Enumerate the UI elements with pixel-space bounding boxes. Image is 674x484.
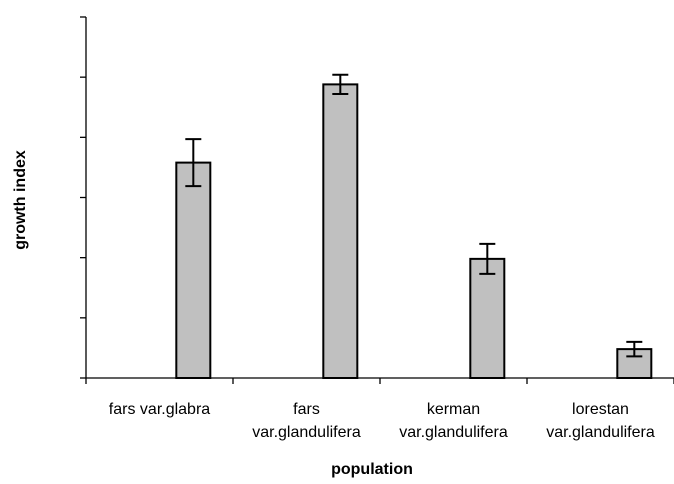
bar <box>175 161 212 379</box>
x-tick-label: lorestan var.glandulifera <box>546 401 655 441</box>
x-tick-label-line: fars <box>293 401 320 418</box>
x-axis-title: population <box>331 461 413 478</box>
y-axis-title: growth index <box>12 150 29 250</box>
error-bars <box>185 73 643 358</box>
bar <box>322 83 359 380</box>
x-tick-label-line: var.glandulifera <box>546 424 655 441</box>
axes <box>80 16 674 384</box>
x-tick-label: fars var.glabra <box>109 401 210 418</box>
error-bar <box>626 340 643 358</box>
x-tick-label: fars var.glandulifera <box>252 401 361 441</box>
x-tick-label: kerman var.glandulifera <box>399 401 508 441</box>
error-bar <box>332 73 349 96</box>
x-tick-label-line: fars var.glabra <box>109 401 210 418</box>
x-tick-label-line: var.glandulifera <box>399 424 508 441</box>
bar <box>469 257 506 379</box>
error-bar <box>479 242 496 275</box>
bars <box>175 83 653 380</box>
x-tick-label-line: lorestan <box>572 401 629 418</box>
error-bar <box>185 138 202 188</box>
x-tick-label-line: kerman <box>427 401 480 418</box>
x-tick-labels: fars var.glabra fars var.glanduliferakerma… <box>109 401 655 441</box>
bar <box>616 348 653 379</box>
x-tick-label-line: var.glandulifera <box>252 424 361 441</box>
